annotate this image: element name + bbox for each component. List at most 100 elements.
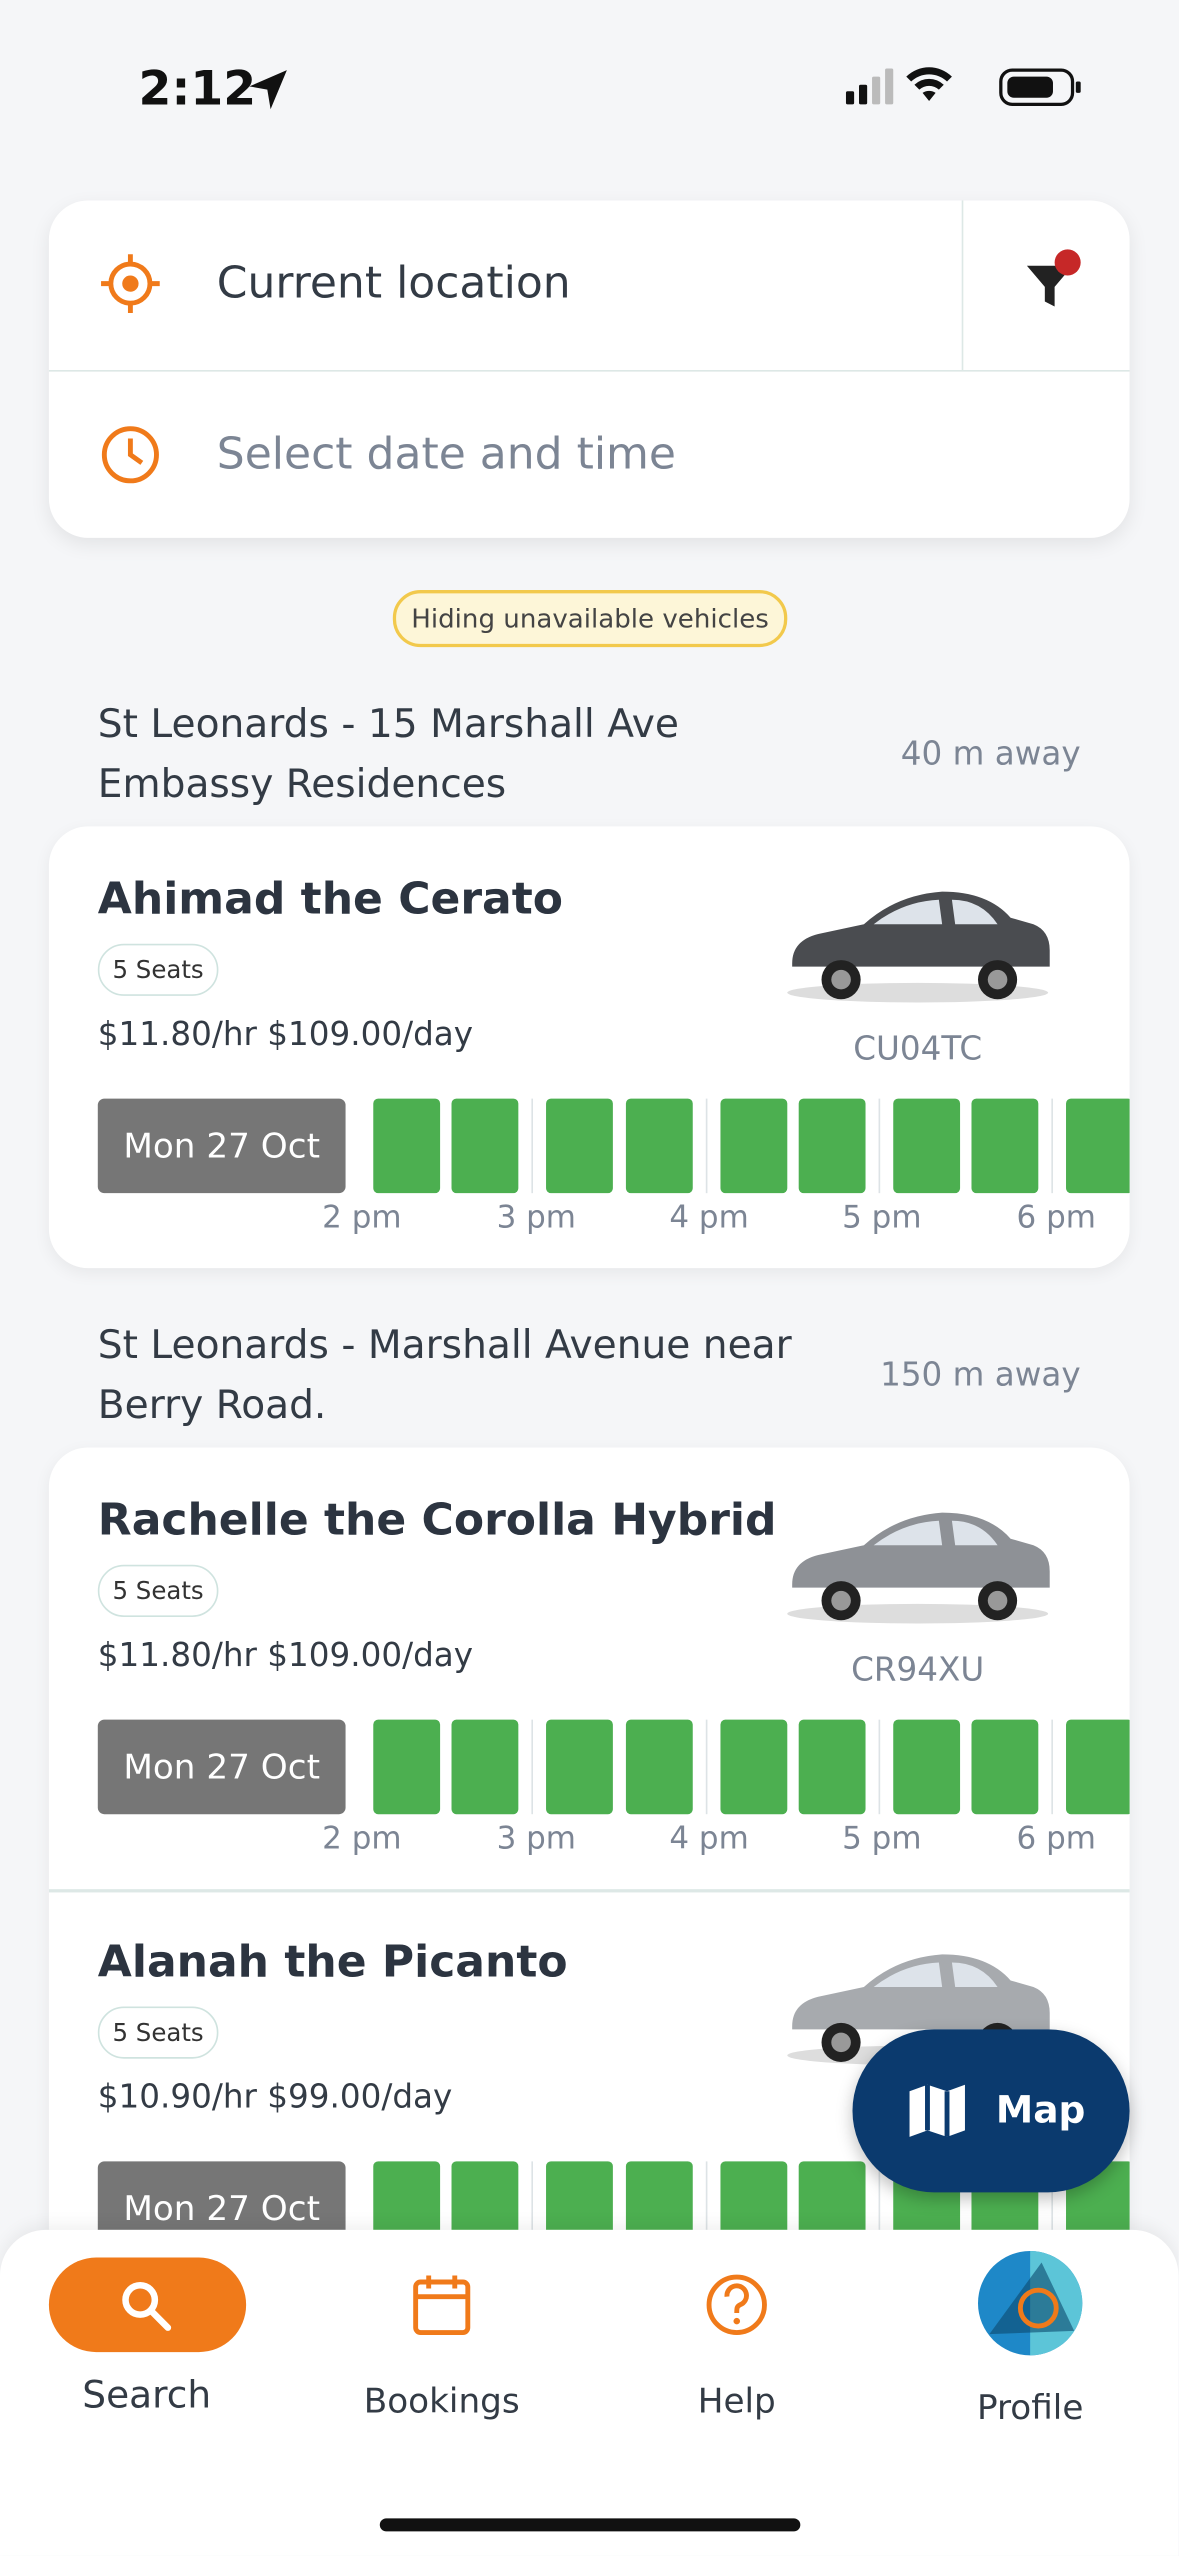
divider: [48, 370, 1130, 372]
availability-slot[interactable]: [373, 2161, 441, 2230]
clock-icon: [101, 426, 159, 484]
time-label: 3 pm: [496, 1820, 576, 1857]
seats-pill: 5 Seats: [97, 2006, 219, 2059]
availability-slot[interactable]: [546, 1098, 613, 1194]
vehicle-name: Rachelle the Corolla Hybrid: [97, 1495, 777, 1547]
hour-separator: [878, 1098, 881, 1194]
bookings-icon[interactable]: [411, 2272, 473, 2337]
availability-slot[interactable]: [720, 1098, 788, 1194]
availability-slot[interactable]: [546, 1719, 613, 1815]
date-box: Mon 27 Oct: [97, 1098, 346, 1194]
time-label: 4 pm: [669, 1199, 749, 1236]
help-icon[interactable]: [704, 2272, 769, 2337]
map-icon: [909, 2084, 965, 2137]
location-address: St Leonards - Marshall Avenue near: [97, 1321, 792, 1368]
hour-separator: [705, 2161, 708, 2230]
availability-slot[interactable]: [1066, 1098, 1130, 1194]
tab-label[interactable]: Profile: [976, 2387, 1084, 2428]
tab-label[interactable]: Search: [82, 2374, 212, 2418]
hour-separator: [1051, 2161, 1053, 2230]
status-icons: [845, 67, 1081, 106]
availability-slot[interactable]: [373, 1098, 441, 1194]
search-card: Current location Select date and time: [48, 200, 1130, 538]
vehicle-card[interactable]: Ahimad the Cerato 5 Seats $11.80/hr $109.0…: [48, 826, 1130, 1269]
status-time: 2:12: [138, 60, 257, 116]
location-arrow: [249, 70, 287, 110]
seats-pill: 5 Seats: [97, 1564, 219, 1617]
car-image: [779, 862, 1056, 1015]
map-button[interactable]: Map: [852, 2029, 1130, 2193]
availability-slot[interactable]: [625, 1719, 693, 1815]
vehicle-list: St Leonards - 15 Marshall Ave Embassy Res…: [48, 700, 1130, 2230]
hour-separator: [705, 1719, 708, 1815]
hour-separator: [878, 1719, 881, 1815]
time-label: 5 pm: [842, 1820, 922, 1857]
seats-pill: 5 Seats: [97, 943, 219, 996]
location-distance: 40 m away: [900, 733, 1081, 773]
location-address: St Leonards - 15 Marshall Ave: [97, 700, 679, 747]
time-label: 6 pm: [1016, 1199, 1096, 1236]
vehicle-name: Alanah the Picanto: [97, 1937, 568, 1988]
availability-slot[interactable]: [720, 1719, 788, 1815]
divider: [48, 1889, 1130, 1893]
search-tab-pill[interactable]: [48, 2257, 247, 2353]
price: $11.80/hr $109.00/day: [97, 1634, 474, 1675]
location-icon: [101, 254, 160, 313]
availability-slot[interactable]: [373, 1719, 441, 1815]
location-address: Embassy Residences: [97, 761, 507, 807]
availability-slot[interactable]: [451, 1098, 519, 1194]
map-label: Map: [995, 2089, 1086, 2133]
time-label: 6 pm: [1016, 1820, 1096, 1857]
filter-badge: Hiding unavailable vehicles: [392, 590, 788, 648]
availability-slot[interactable]: [798, 1719, 866, 1815]
availability-slot[interactable]: [1066, 1719, 1130, 1815]
price: $10.90/hr $99.00/day: [97, 2076, 453, 2116]
tab-label[interactable]: Help: [697, 2381, 776, 2421]
time-label: 2 pm: [322, 1199, 402, 1236]
availability-slot[interactable]: [798, 2161, 866, 2230]
profile-avatar[interactable]: [976, 2249, 1084, 2357]
time-label: 3 pm: [496, 1199, 576, 1236]
availability-slot[interactable]: [798, 1098, 866, 1194]
datetime-input[interactable]: Select date and time: [216, 429, 677, 481]
time-label: 4 pm: [669, 1820, 749, 1857]
hour-separator: [1051, 1719, 1053, 1815]
time-label: 5 pm: [842, 1199, 922, 1236]
location-distance: 150 m away: [880, 1354, 1081, 1394]
divider: [961, 200, 964, 371]
car-image: [779, 1483, 1056, 1636]
availability-slot[interactable]: [625, 1098, 693, 1194]
availability-slot[interactable]: [971, 1098, 1039, 1194]
date-box: Mon 27 Oct: [97, 2161, 346, 2230]
tab-label[interactable]: Bookings: [363, 2381, 520, 2421]
location-input[interactable]: Current location: [216, 258, 571, 309]
availability-slot[interactable]: [971, 1719, 1039, 1815]
car-image: [787, 891, 1050, 1003]
availability-slot[interactable]: [451, 2161, 519, 2230]
date-box: Mon 27 Oct: [97, 1719, 346, 1815]
hour-separator: [705, 1098, 708, 1194]
availability-slot[interactable]: [546, 2161, 613, 2230]
plate: CR94XU: [851, 1649, 985, 1689]
availability-slot[interactable]: [720, 2161, 788, 2230]
search-icon: [122, 2282, 172, 2331]
price: $11.80/hr $109.00/day: [97, 1013, 474, 1053]
vehicle-name: Ahimad the Cerato: [97, 874, 564, 926]
hour-separator: [878, 2161, 881, 2230]
availability-slot[interactable]: [893, 1098, 961, 1194]
vehicle-card[interactable]: Rachelle the Corolla Hybrid 5 Seats $11.80…: [48, 1447, 1130, 2230]
hour-separator: [531, 1719, 534, 1815]
tab-bar: Search Bookings Help Profile: [0, 2229, 1179, 2556]
time-label: 2 pm: [322, 1820, 402, 1857]
home-indicator: [379, 2518, 801, 2532]
filter-button[interactable]: [1020, 246, 1092, 318]
plate: CU04TC: [853, 1028, 983, 1068]
availability-slot[interactable]: [451, 1719, 519, 1815]
availability-slot[interactable]: [893, 1719, 961, 1815]
hour-separator: [1051, 1098, 1053, 1194]
hour-separator: [531, 2161, 534, 2230]
hour-separator: [531, 1098, 534, 1194]
availability-slot[interactable]: [625, 2161, 693, 2230]
